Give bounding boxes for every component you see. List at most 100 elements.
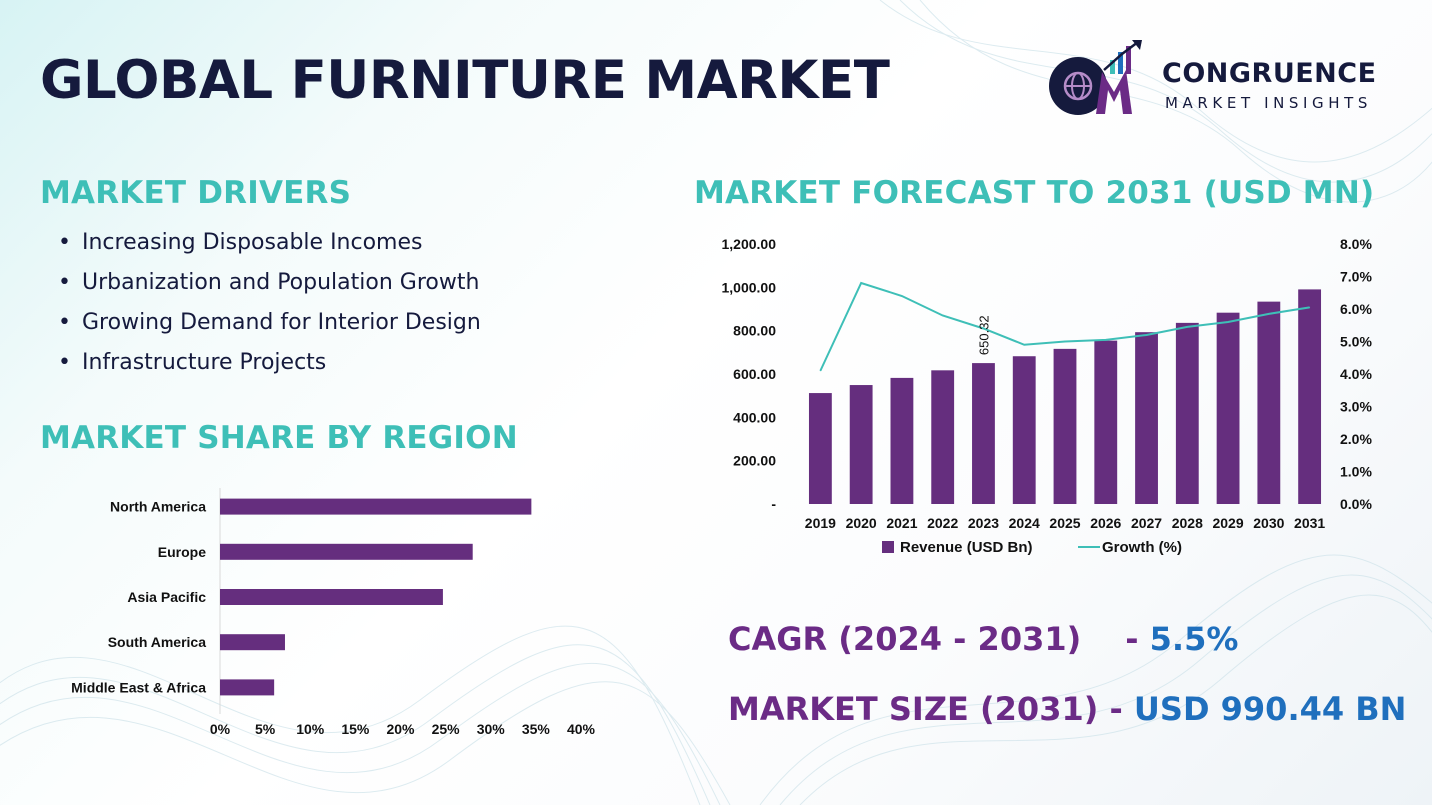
region-category-label: Middle East & Africa bbox=[71, 679, 206, 695]
x-axis-tick-label: 2020 bbox=[846, 515, 877, 531]
market-size-label: MARKET SIZE (2031) bbox=[728, 690, 1099, 728]
revenue-bar bbox=[972, 363, 995, 504]
right-axis-tick-label: 5.0% bbox=[1340, 334, 1372, 350]
x-axis-tick-label: 2030 bbox=[1253, 515, 1284, 531]
growth-point bbox=[1309, 306, 1311, 308]
driver-item: Infrastructure Projects bbox=[58, 350, 481, 390]
region-share-bar bbox=[220, 589, 443, 605]
growth-point bbox=[1268, 313, 1270, 315]
growth-point bbox=[1064, 341, 1066, 342]
company-logo: CONGRUENCE MARKET INSIGHTS bbox=[1044, 40, 1404, 120]
right-axis-tick-label: 8.0% bbox=[1340, 236, 1372, 252]
right-axis-tick-label: 0.0% bbox=[1340, 496, 1372, 512]
x-axis-tick-label: 15% bbox=[341, 721, 370, 737]
region-category-label: Asia Pacific bbox=[127, 589, 206, 605]
cagr-kpi: CAGR (2024 - 2031) - 5.5% bbox=[728, 620, 1238, 658]
market-forecast-heading: MARKET FORECAST TO 2031 (USD MN) bbox=[694, 175, 1375, 211]
region-category-label: Europe bbox=[158, 544, 206, 560]
left-axis-tick-label: 1,200.00 bbox=[722, 236, 777, 252]
growth-point bbox=[942, 315, 944, 316]
growth-point bbox=[819, 370, 821, 372]
page-title: GLOBAL FURNITURE MARKET bbox=[40, 50, 890, 111]
region-category-label: South America bbox=[108, 634, 206, 650]
cagr-label: CAGR (2024 - 2031) bbox=[728, 620, 1082, 658]
right-axis-tick-label: 3.0% bbox=[1340, 399, 1372, 415]
market-size-kpi: MARKET SIZE (2031) - USD 990.44 BN bbox=[728, 690, 1406, 728]
growth-point bbox=[860, 282, 862, 284]
x-axis-tick-label: 35% bbox=[522, 721, 551, 737]
legend-revenue-label: Revenue (USD Bn) bbox=[900, 539, 1033, 556]
x-axis-tick-label: 2029 bbox=[1212, 515, 1243, 531]
x-axis-tick-label: 2026 bbox=[1090, 515, 1121, 531]
x-axis-tick-label: 10% bbox=[296, 721, 325, 737]
region-share-bar bbox=[220, 634, 285, 651]
right-axis-tick-label: 6.0% bbox=[1340, 301, 1372, 317]
growth-point bbox=[901, 295, 903, 297]
right-axis-tick-label: 7.0% bbox=[1340, 269, 1372, 285]
region-category-label: North America bbox=[110, 499, 206, 515]
x-axis-tick-label: 2027 bbox=[1131, 515, 1162, 531]
market-forecast-chart: - 200.00 400.00 600.00 800.00 1,000.00 1,200.0… bbox=[722, 236, 1373, 556]
left-axis-tick-label: 200.00 bbox=[733, 453, 776, 469]
x-axis-tick-label: 2031 bbox=[1294, 515, 1325, 531]
market-drivers-list: Increasing Disposable Incomes Urbanizati… bbox=[58, 230, 481, 390]
cagr-separator: - bbox=[1125, 620, 1150, 658]
revenue-bar bbox=[1135, 332, 1158, 504]
driver-item: Growing Demand for Interior Design bbox=[58, 310, 481, 350]
growth-point bbox=[1105, 339, 1107, 341]
x-axis-tick-label: 20% bbox=[386, 721, 415, 737]
revenue-bar bbox=[890, 377, 914, 504]
left-axis-tick-label: 800.00 bbox=[733, 323, 776, 339]
legend-growth-label: Growth (%) bbox=[1102, 539, 1182, 556]
revenue-bar bbox=[808, 393, 832, 504]
cagr-value: 5.5% bbox=[1149, 620, 1239, 658]
growth-point bbox=[1023, 344, 1025, 346]
revenue-bar bbox=[1298, 289, 1322, 504]
growth-point bbox=[982, 328, 984, 329]
x-axis-tick-label: 2021 bbox=[886, 515, 917, 531]
logo-mark-icon bbox=[1049, 40, 1142, 115]
region-share-bar bbox=[220, 498, 532, 515]
x-axis-tick-label: 2025 bbox=[1049, 515, 1080, 531]
x-axis-tick-label: 2023 bbox=[968, 515, 999, 531]
x-axis-tick-label: 2028 bbox=[1172, 515, 1203, 531]
x-axis-tick-label: 40% bbox=[567, 721, 596, 737]
revenue-bar bbox=[849, 385, 873, 504]
right-axis-tick-label: 2.0% bbox=[1340, 431, 1372, 447]
x-axis-tick-label: 2022 bbox=[927, 515, 958, 531]
region-share-bar bbox=[220, 543, 473, 560]
x-axis-tick-label: 25% bbox=[432, 721, 461, 737]
revenue-bar bbox=[1175, 322, 1199, 504]
driver-item: Urbanization and Population Growth bbox=[58, 270, 481, 310]
right-axis-tick-label: 1.0% bbox=[1340, 464, 1372, 480]
x-axis-tick-label: 5% bbox=[255, 721, 276, 737]
revenue-bar bbox=[1257, 301, 1281, 504]
x-axis-tick-label: 0% bbox=[210, 721, 231, 737]
left-axis-tick-label: - bbox=[771, 496, 776, 512]
market-drivers-heading: MARKET DRIVERS bbox=[40, 175, 352, 211]
logo-name: CONGRUENCE bbox=[1162, 58, 1377, 89]
left-axis-tick-label: 600.00 bbox=[733, 366, 776, 382]
right-axis-tick-label: 4.0% bbox=[1340, 366, 1372, 382]
revenue-bar bbox=[1012, 356, 1036, 504]
growth-point bbox=[1146, 334, 1148, 336]
growth-point bbox=[1227, 321, 1229, 323]
region-share-bar bbox=[220, 679, 275, 696]
driver-item: Increasing Disposable Incomes bbox=[58, 230, 481, 270]
growth-point bbox=[1186, 326, 1188, 328]
data-label: 650.32 bbox=[976, 315, 991, 355]
x-axis-tick-label: 30% bbox=[477, 721, 506, 737]
market-share-heading: MARKET SHARE BY REGION bbox=[40, 420, 518, 456]
legend-revenue-swatch bbox=[882, 541, 894, 553]
revenue-bar bbox=[931, 370, 955, 504]
market-size-value: USD 990.44 BN bbox=[1133, 690, 1407, 728]
market-share-bar-chart: North America Europe Asia Pacific South Ame… bbox=[71, 488, 596, 737]
market-size-separator: - bbox=[1098, 690, 1134, 728]
left-axis-tick-label: 1,000.00 bbox=[722, 279, 777, 295]
x-axis-tick-label: 2024 bbox=[1009, 515, 1040, 531]
logo-tagline: MARKET INSIGHTS bbox=[1165, 94, 1373, 112]
left-axis-tick-label: 400.00 bbox=[733, 409, 776, 425]
revenue-bar bbox=[1216, 312, 1240, 504]
revenue-bar bbox=[1094, 340, 1118, 504]
